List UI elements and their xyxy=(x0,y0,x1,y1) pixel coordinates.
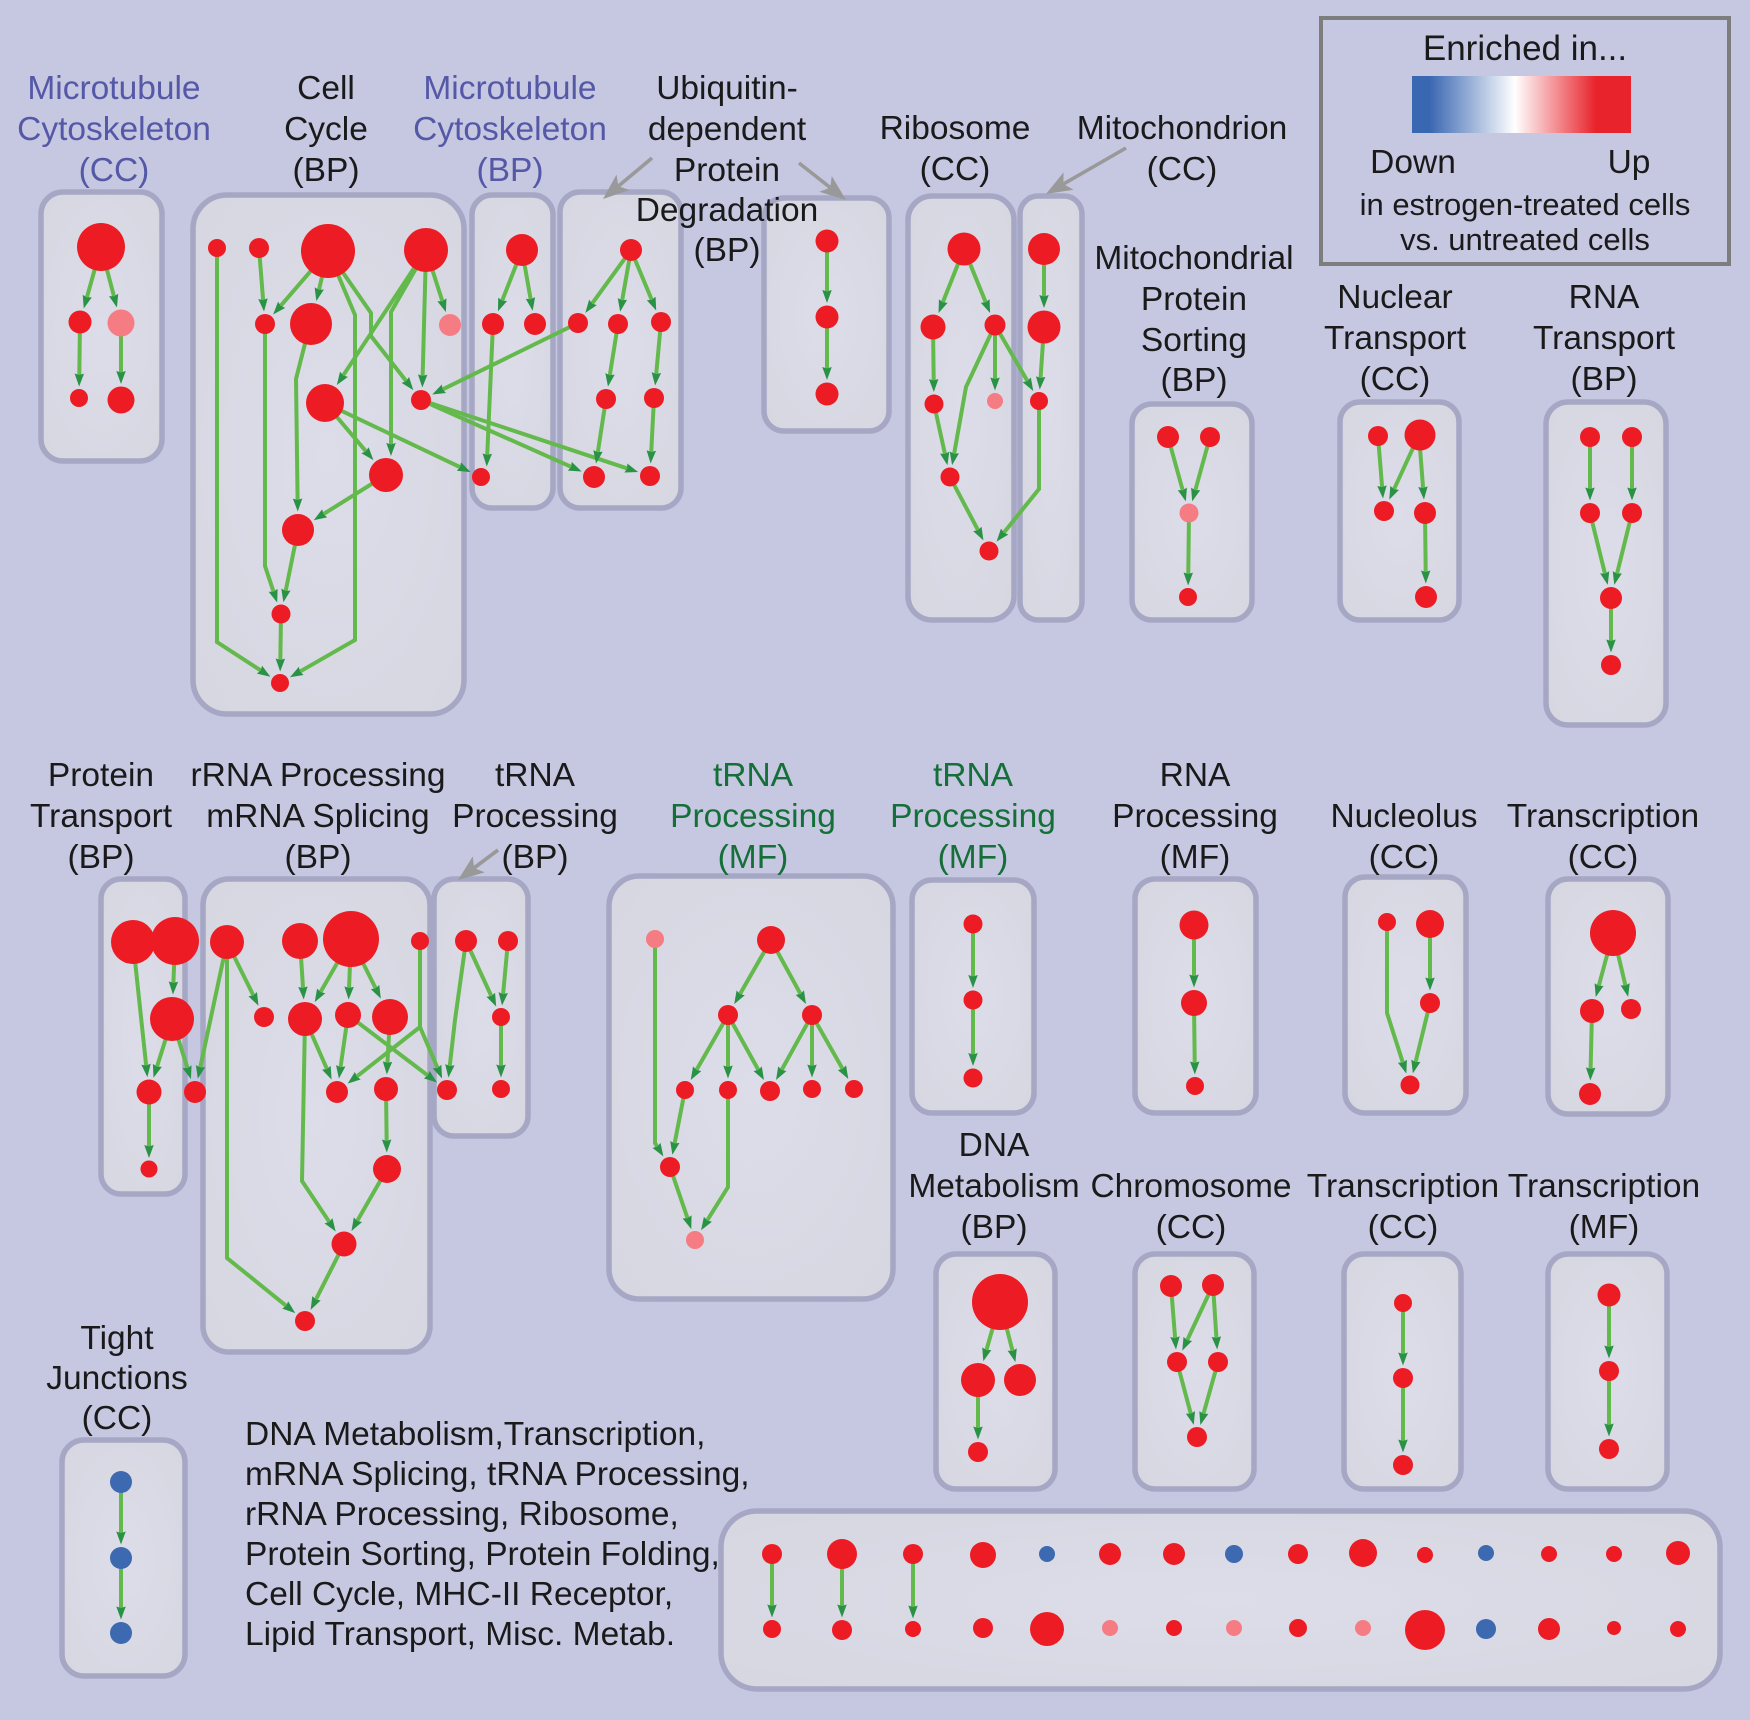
svg-text:DNA: DNA xyxy=(959,1127,1030,1164)
svg-text:(CC): (CC) xyxy=(1156,1209,1227,1246)
svg-text:Nucleolus: Nucleolus xyxy=(1330,798,1477,835)
svg-text:Mitochondrial: Mitochondrial xyxy=(1094,240,1293,277)
svg-text:Enriched in...: Enriched in... xyxy=(1423,29,1627,68)
svg-text:Protein: Protein xyxy=(48,757,154,794)
svg-text:Microtubule: Microtubule xyxy=(27,70,200,107)
svg-text:(CC): (CC) xyxy=(1568,839,1639,876)
svg-text:rRNA Processing: rRNA Processing xyxy=(190,757,445,794)
svg-text:Transport: Transport xyxy=(1533,320,1676,357)
svg-text:(MF): (MF) xyxy=(718,839,789,876)
svg-text:(BP): (BP) xyxy=(293,152,360,189)
svg-text:(MF): (MF) xyxy=(1569,1209,1640,1246)
svg-text:tRNA: tRNA xyxy=(933,757,1014,794)
svg-text:(BP): (BP) xyxy=(961,1209,1028,1246)
svg-text:Protein Sorting, Protein Foldi: Protein Sorting, Protein Folding, xyxy=(245,1536,720,1573)
svg-text:Protein: Protein xyxy=(1141,281,1247,318)
svg-text:Transcription: Transcription xyxy=(1507,798,1699,835)
svg-text:Processing: Processing xyxy=(890,798,1056,835)
svg-text:Processing: Processing xyxy=(670,798,836,835)
svg-text:Transcription: Transcription xyxy=(1508,1168,1700,1205)
svg-text:Chromosome: Chromosome xyxy=(1090,1168,1291,1205)
svg-text:(CC): (CC) xyxy=(1368,1209,1439,1246)
svg-text:(BP): (BP) xyxy=(694,232,761,269)
svg-text:(MF): (MF) xyxy=(1160,839,1231,876)
svg-text:Transport: Transport xyxy=(1324,320,1467,357)
svg-text:mRNA Splicing: mRNA Splicing xyxy=(206,798,429,835)
svg-text:Up: Up xyxy=(1608,144,1651,181)
svg-text:(BP): (BP) xyxy=(68,839,135,876)
svg-text:Cell: Cell xyxy=(297,70,355,107)
svg-text:Nuclear: Nuclear xyxy=(1337,279,1452,316)
svg-text:Sorting: Sorting xyxy=(1141,322,1247,359)
svg-text:DNA Metabolism,Transcription,: DNA Metabolism,Transcription, xyxy=(245,1416,705,1453)
svg-text:Tight: Tight xyxy=(80,1320,154,1357)
svg-text:Cycle: Cycle xyxy=(284,111,368,148)
svg-text:Processing: Processing xyxy=(1112,798,1278,835)
svg-text:rRNA Processing, Ribosome,: rRNA Processing, Ribosome, xyxy=(245,1496,679,1533)
svg-text:Microtubule: Microtubule xyxy=(423,70,596,107)
svg-text:(BP): (BP) xyxy=(1161,362,1228,399)
svg-text:(BP): (BP) xyxy=(1571,361,1638,398)
svg-text:Transcription: Transcription xyxy=(1307,1168,1499,1205)
svg-text:(CC): (CC) xyxy=(82,1400,153,1437)
svg-text:Junctions: Junctions xyxy=(46,1360,188,1397)
svg-text:(MF): (MF) xyxy=(938,839,1009,876)
svg-text:(CC): (CC) xyxy=(79,152,150,189)
svg-text:vs. untreated cells: vs. untreated cells xyxy=(1400,222,1650,257)
svg-text:(BP): (BP) xyxy=(502,839,569,876)
svg-text:Cell Cycle, MHC-II Receptor,: Cell Cycle, MHC-II Receptor, xyxy=(245,1576,673,1613)
svg-text:Lipid Transport, Misc. Metab.: Lipid Transport, Misc. Metab. xyxy=(245,1616,675,1653)
svg-text:Down: Down xyxy=(1370,144,1456,181)
svg-text:Degradation: Degradation xyxy=(636,192,819,229)
svg-text:Processing: Processing xyxy=(452,798,618,835)
svg-text:dependent: dependent xyxy=(648,111,807,148)
svg-text:(CC): (CC) xyxy=(920,151,991,188)
svg-text:Metabolism: Metabolism xyxy=(908,1168,1079,1205)
svg-text:Ubiquitin-: Ubiquitin- xyxy=(656,70,798,107)
svg-text:tRNA: tRNA xyxy=(713,757,794,794)
svg-text:RNA: RNA xyxy=(1160,757,1231,794)
svg-text:mRNA Splicing, tRNA Processing: mRNA Splicing, tRNA Processing, xyxy=(245,1456,750,1493)
svg-text:Protein: Protein xyxy=(674,152,780,189)
svg-text:(BP): (BP) xyxy=(477,152,544,189)
svg-text:(CC): (CC) xyxy=(1360,361,1431,398)
svg-text:Cytoskeleton: Cytoskeleton xyxy=(413,111,607,148)
svg-text:tRNA: tRNA xyxy=(495,757,576,794)
svg-text:Ribosome: Ribosome xyxy=(880,110,1031,147)
svg-text:in estrogen-treated cells: in estrogen-treated cells xyxy=(1360,187,1691,222)
svg-text:(BP): (BP) xyxy=(285,839,352,876)
svg-text:RNA: RNA xyxy=(1569,279,1640,316)
svg-text:(CC): (CC) xyxy=(1369,839,1440,876)
svg-text:(CC): (CC) xyxy=(1147,151,1218,188)
svg-text:Cytoskeleton: Cytoskeleton xyxy=(17,111,211,148)
svg-text:Transport: Transport xyxy=(30,798,173,835)
svg-text:Mitochondrion: Mitochondrion xyxy=(1077,110,1287,147)
